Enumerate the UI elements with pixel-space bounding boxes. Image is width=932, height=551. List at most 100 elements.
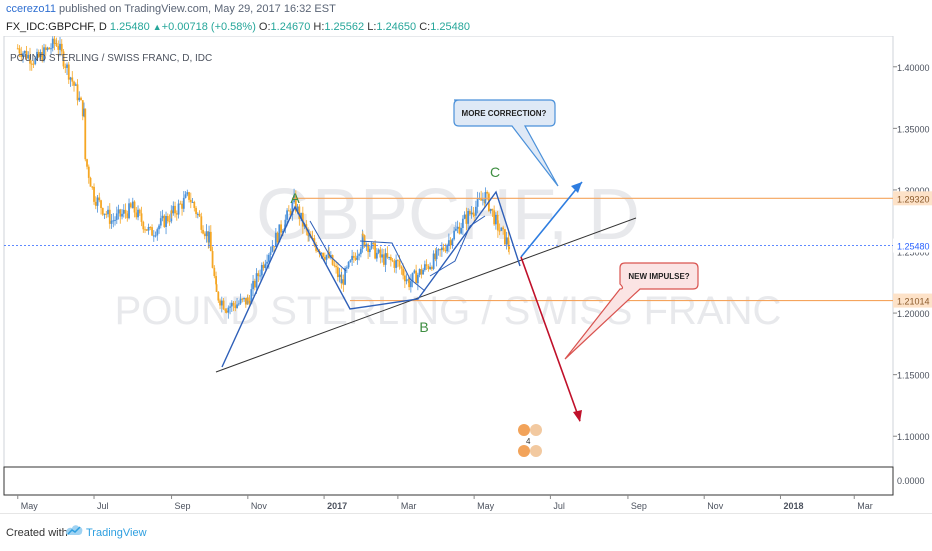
candle-body xyxy=(486,192,489,194)
candle-body xyxy=(400,266,403,269)
candle-body xyxy=(80,97,82,101)
event-flag-icon xyxy=(518,445,530,457)
candle-body xyxy=(177,203,180,215)
candle-body xyxy=(386,253,389,258)
candle-body xyxy=(354,257,357,260)
candle-body xyxy=(151,227,153,236)
candle-body xyxy=(50,48,52,50)
candle-body xyxy=(96,197,99,206)
candle-body xyxy=(398,260,401,267)
candle-body xyxy=(442,247,445,251)
candle-body xyxy=(128,203,130,219)
candle-body xyxy=(367,244,370,253)
event-count: 4 xyxy=(526,437,531,446)
candle-body xyxy=(193,201,196,208)
candle-body xyxy=(64,66,67,68)
price-label: 1.29320 xyxy=(897,194,930,204)
candle-body xyxy=(131,201,134,209)
candle-body xyxy=(388,256,391,258)
candle-body xyxy=(338,274,341,278)
candle-body xyxy=(18,48,21,54)
candle-body xyxy=(232,302,235,306)
candle-body xyxy=(74,84,77,86)
author-link[interactable]: ccerezo11 xyxy=(6,3,56,15)
up-projection-arrow xyxy=(520,181,583,258)
candle-body xyxy=(114,219,116,221)
candle-body xyxy=(500,227,503,231)
candle-body xyxy=(396,260,399,262)
candle-body xyxy=(230,302,233,307)
candle-body xyxy=(391,260,394,262)
candle-body xyxy=(323,256,326,260)
tradingview-brand[interactable]: TradingView xyxy=(86,527,147,539)
candle-body xyxy=(266,261,268,264)
candle-body xyxy=(269,251,272,255)
candle-body xyxy=(446,245,449,252)
candle-body xyxy=(340,279,343,284)
candle-body xyxy=(53,38,56,44)
candle-body xyxy=(425,264,428,266)
candle-body xyxy=(237,303,240,305)
candle-body xyxy=(286,210,288,220)
candle-body xyxy=(195,207,197,214)
candle-body xyxy=(359,248,362,255)
candle-body xyxy=(94,201,97,206)
candle-body xyxy=(440,247,443,251)
price-label-box xyxy=(893,191,932,206)
candle-body xyxy=(163,215,166,227)
candle-body xyxy=(34,58,37,64)
candle-body xyxy=(55,43,58,47)
candle-body xyxy=(29,54,31,64)
candle-body xyxy=(476,198,479,207)
candle-body xyxy=(124,209,127,214)
wave-sub-b xyxy=(359,240,426,292)
candle-body xyxy=(460,227,463,234)
candle-body xyxy=(333,264,336,266)
candle-body xyxy=(236,304,238,308)
candle-body xyxy=(86,159,88,167)
candle-body xyxy=(484,192,487,204)
candle-body xyxy=(27,54,30,59)
candle-body xyxy=(331,255,334,265)
candle-body xyxy=(411,272,414,282)
candle-body xyxy=(186,192,189,195)
candle-body xyxy=(37,51,40,57)
down-arrowhead-icon xyxy=(573,410,582,422)
candle-body xyxy=(152,235,155,237)
event-flag-icon xyxy=(530,445,542,457)
candle-body xyxy=(494,214,497,225)
candle-body xyxy=(57,46,60,50)
x-tick-label: May xyxy=(477,501,495,511)
candle-body xyxy=(413,270,416,273)
candle-body xyxy=(316,250,319,252)
candle-body xyxy=(449,240,452,246)
candle-body xyxy=(219,300,221,306)
candle-body xyxy=(429,267,432,269)
x-tick-label: 2018 xyxy=(783,501,803,511)
abc-wave-path xyxy=(221,190,521,368)
candle-body xyxy=(349,260,352,262)
candle-body xyxy=(347,261,350,268)
candle-body xyxy=(370,242,373,249)
candle-body xyxy=(161,215,164,219)
candle-body xyxy=(418,269,421,275)
y-tick-label: 1.30000 xyxy=(897,186,930,196)
candle-body xyxy=(46,47,49,50)
candle-body xyxy=(215,284,218,292)
candle-body xyxy=(287,210,290,212)
candle-body xyxy=(69,77,72,80)
candle-body xyxy=(281,230,284,233)
low-label: L: xyxy=(367,21,377,33)
candle-body xyxy=(59,43,61,50)
candle-body xyxy=(220,300,223,306)
candle-body xyxy=(439,249,442,251)
candle-body xyxy=(298,206,301,219)
candle-body xyxy=(119,209,122,217)
footer: Created with TradingView xyxy=(0,513,932,551)
low-value: 1.24650 xyxy=(376,21,417,33)
up-arrowhead-icon xyxy=(571,182,582,193)
y-tick-label: 1.20000 xyxy=(897,309,930,319)
candle-body xyxy=(121,213,123,217)
candle-body xyxy=(158,225,160,230)
